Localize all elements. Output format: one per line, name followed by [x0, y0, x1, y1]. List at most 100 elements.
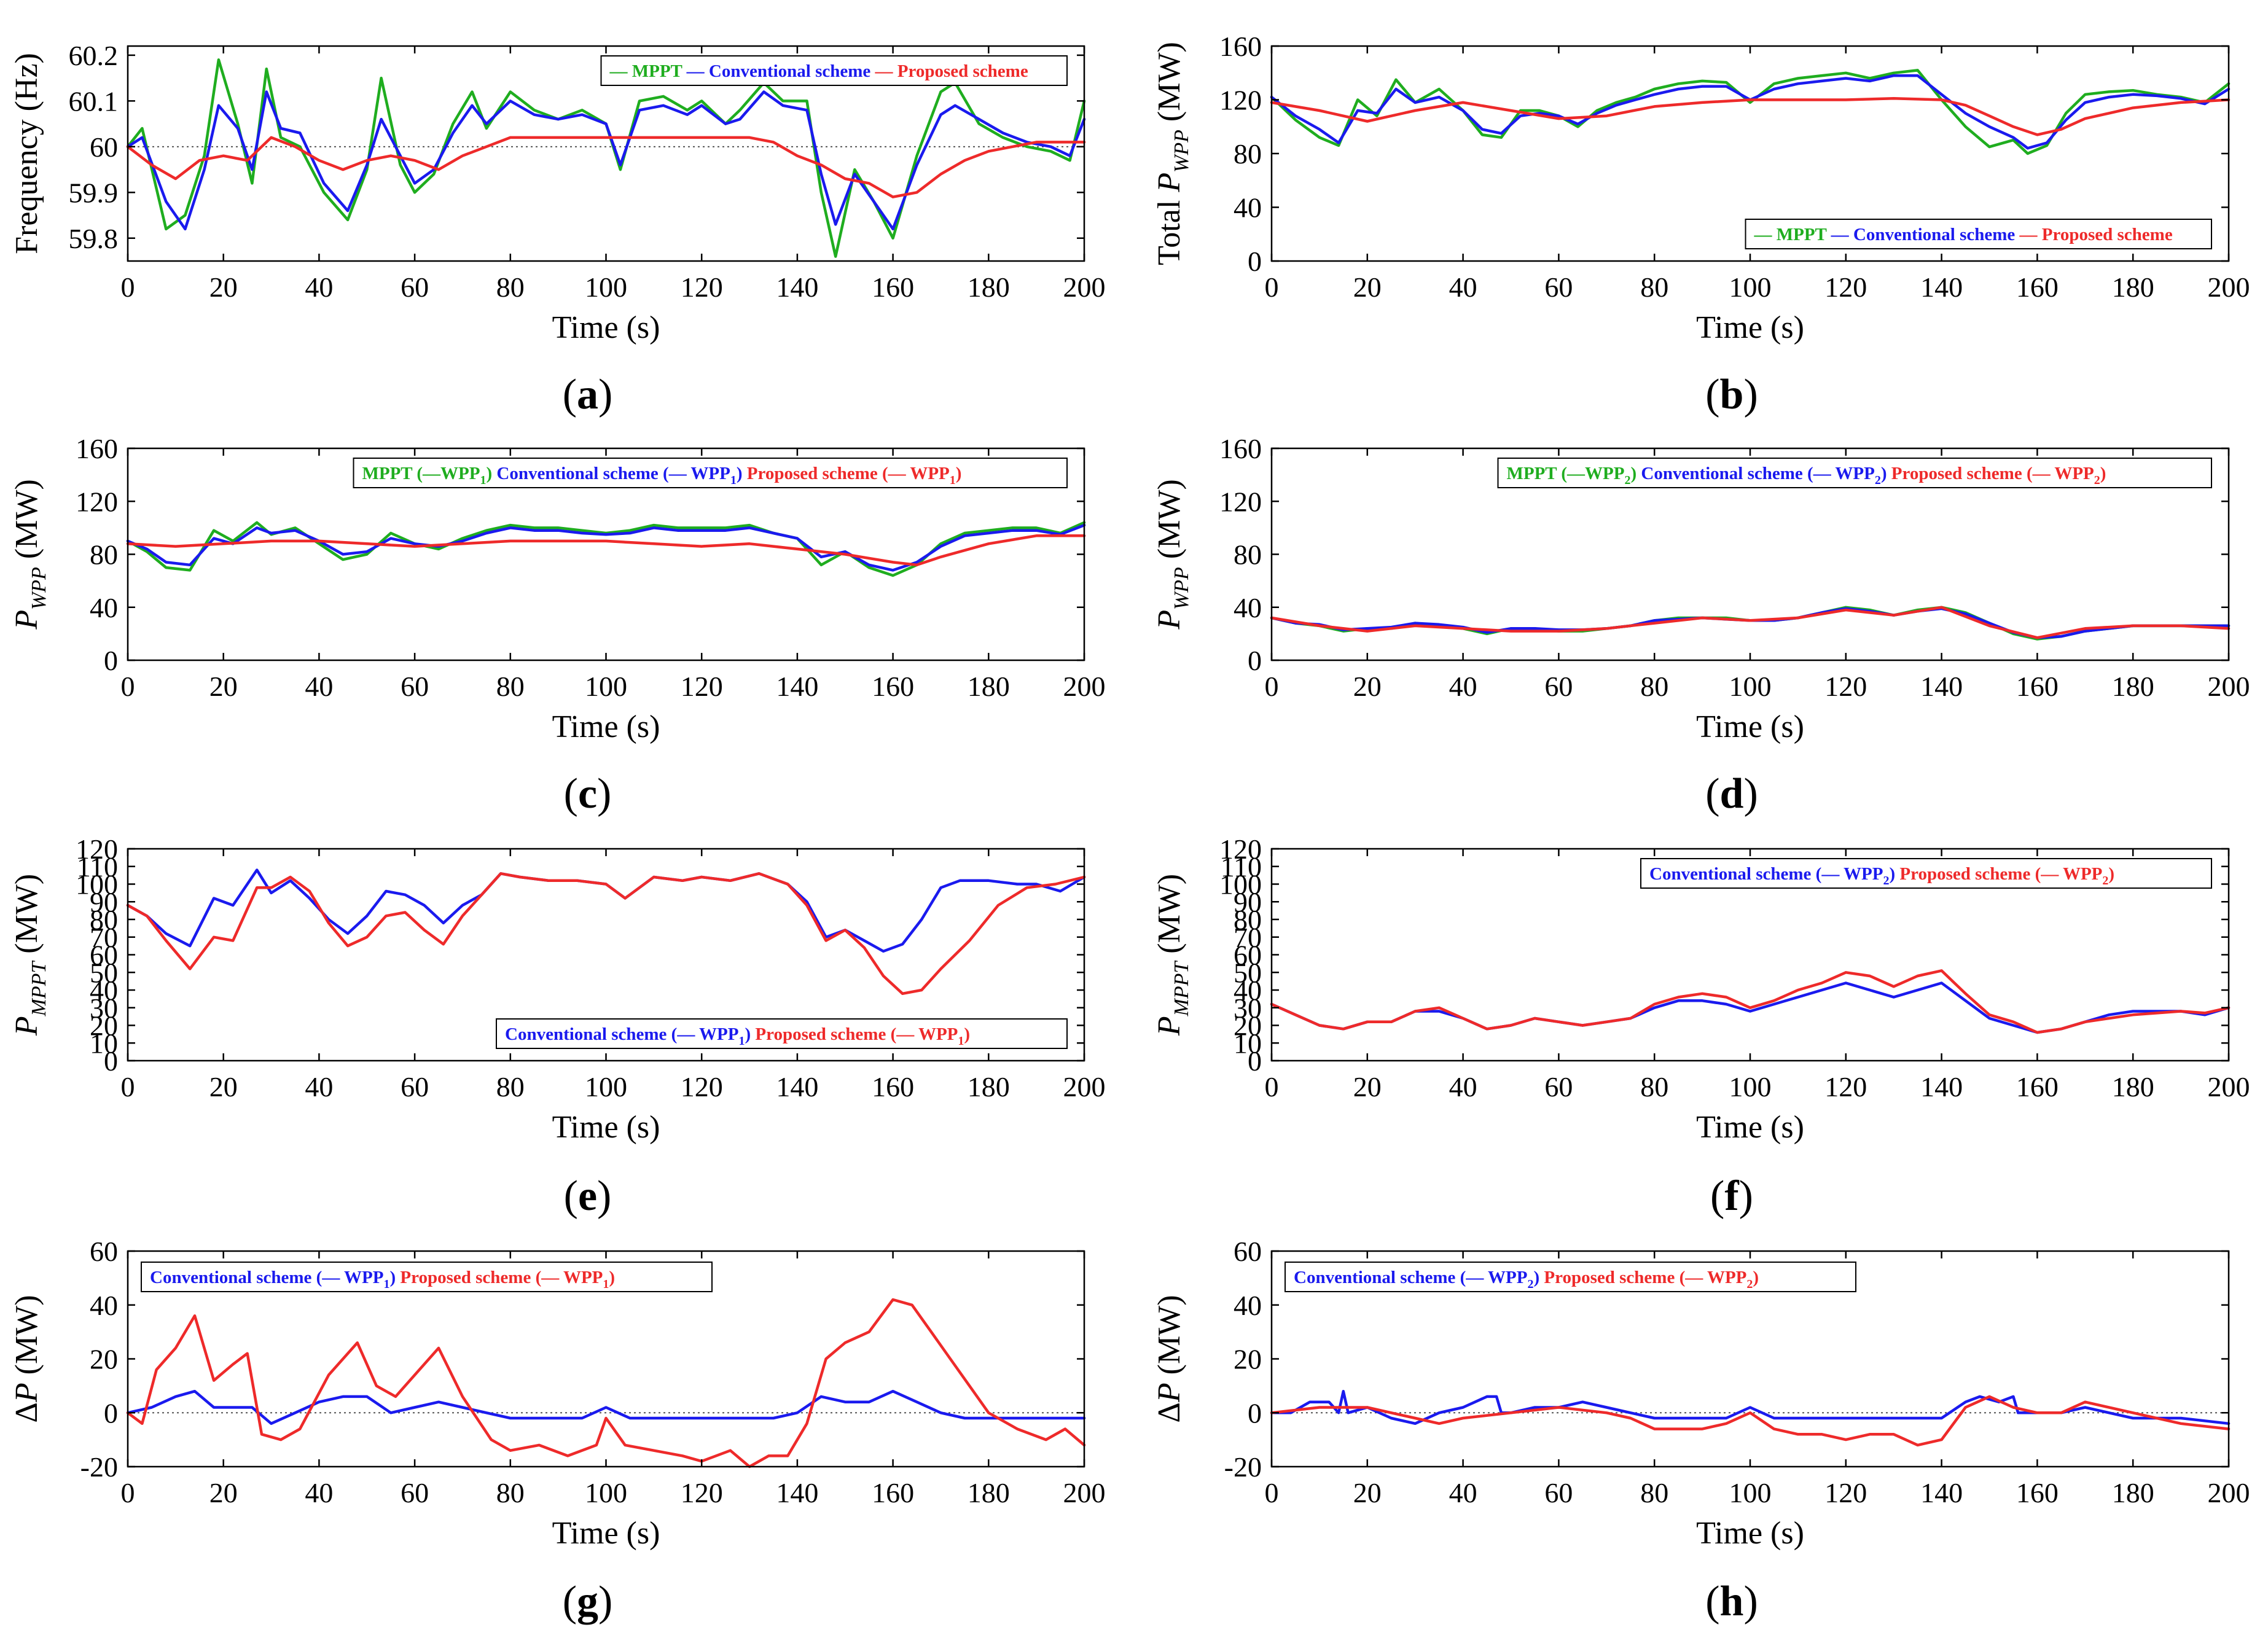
x-tick-label: 0 — [1265, 671, 1279, 702]
chart-panel-d: 0 20 40 60 80 100 120 140 160 180 200 0 40 80 120 160 Ti… — [1152, 433, 2250, 817]
panel-label: (g) — [563, 1578, 613, 1625]
x-tick-label: 120 — [681, 1477, 723, 1508]
y-tick-label: 70 — [1234, 922, 1262, 953]
panel-label-close: ) — [597, 1172, 611, 1220]
panel-label-close: ) — [1743, 1578, 1758, 1625]
y-tick-label: 160 — [1219, 433, 1262, 464]
x-tick-label: 180 — [2112, 1477, 2154, 1508]
legend-entry: Proposed scheme (— WPP — [1544, 1268, 1746, 1287]
legend-entry-subscript: 2 — [1875, 474, 1881, 487]
legend-entry: Proposed scheme (— WPP — [755, 1024, 958, 1044]
x-tick-label: 0 — [1265, 271, 1279, 303]
y-tick-label: 60 — [1234, 940, 1262, 971]
x-tick-label: 100 — [585, 1071, 627, 1102]
legend: Conventional scheme (— WPP2) Proposed sc… — [1640, 858, 2212, 889]
x-tick-label: 40 — [1449, 1071, 1477, 1102]
y-tick-label: 20 — [90, 1010, 118, 1042]
y-label-italic: P — [1152, 1016, 1187, 1036]
y-tick-label: 0 — [104, 1397, 118, 1429]
y-tick-label: 60.2 — [69, 40, 119, 71]
panel-label: (a) — [563, 371, 613, 418]
x-tick-label: 20 — [209, 1071, 238, 1102]
legend-text: MPPT (—WPP2) Conventional scheme (— WPP2… — [1507, 464, 2106, 487]
legend-entry: Proposed scheme (— WPP — [1891, 464, 2094, 483]
y-tick-label: 80 — [1234, 904, 1262, 935]
x-tick-label: 180 — [968, 671, 1010, 702]
legend-entry: Proposed scheme (— WPP — [400, 1268, 603, 1287]
y-axis-label: ΔP (MW) — [1152, 1295, 1187, 1422]
legend-entry: — Proposed scheme — [875, 61, 1028, 81]
x-tick-label: 20 — [1353, 271, 1382, 303]
legend-entry-close: ) — [1630, 464, 1641, 483]
legend-entry-close: ) — [964, 1024, 970, 1044]
y-tick-label: 120 — [1219, 486, 1262, 517]
x-tick-label: 140 — [776, 1477, 818, 1508]
x-tick-label: 0 — [121, 1071, 135, 1102]
x-tick-label: 120 — [1824, 1071, 1867, 1102]
legend-entry-close: ) — [1533, 1268, 1544, 1287]
y-tick-label: 30 — [90, 993, 118, 1024]
panel-label-open: ( — [563, 371, 577, 418]
x-axis-label: Time (s) — [1696, 1110, 1804, 1145]
x-tick-label: 180 — [968, 271, 1010, 303]
y-tick-label: 0 — [104, 645, 118, 676]
legend: Conventional scheme (— WPP1) Proposed sc… — [141, 1262, 713, 1292]
chart-panel-g: 0 20 40 60 80 100 120 140 160 180 200-200204060Tim… — [9, 1236, 1106, 1625]
legend-text: Conventional scheme (— WPP2) Proposed sc… — [1294, 1268, 1759, 1291]
chart-panel-h: 0 20 40 60 80 100 120 140 160 180 200-200204060Tim… — [1152, 1236, 2250, 1625]
panel-label-open: ( — [1705, 770, 1719, 817]
x-tick-label: 120 — [1824, 671, 1867, 702]
y-label-italic: P — [1152, 610, 1187, 630]
x-tick-label: 100 — [1729, 671, 1772, 702]
y-tick-label: 60 — [90, 131, 118, 163]
x-tick-label: 160 — [872, 671, 914, 702]
x-tick-label: 40 — [305, 671, 333, 702]
series-line-conventional-scheme — [126, 90, 1086, 231]
y-tick-label: 0 — [1248, 645, 1262, 676]
legend-entry-close: ) — [1889, 864, 1899, 884]
x-axis-label: Time (s) — [1696, 709, 1804, 744]
y-label-italic: P — [9, 1383, 44, 1403]
legend-box — [141, 1262, 713, 1292]
panel-label-open: ( — [564, 1172, 578, 1220]
y-tick-label: 90 — [90, 886, 118, 918]
series-line-conventional-scheme — [1270, 1389, 2231, 1426]
y-tick-label: 20 — [90, 1344, 118, 1375]
y-tick-label: 110 — [77, 851, 118, 883]
y-label-text: Frequency (Hz) — [9, 53, 44, 254]
x-tick-label: 40 — [305, 1477, 333, 1508]
y-tick-label: 20 — [1234, 1010, 1262, 1042]
legend-entry-close: ) — [486, 464, 496, 483]
x-tick-label: 0 — [121, 271, 135, 303]
legend-entry-subscript: 2 — [2094, 474, 2100, 487]
y-tick-label: 50 — [90, 957, 118, 988]
x-tick-label: 80 — [1640, 1477, 1668, 1508]
y-tick-label: -20 — [80, 1451, 118, 1483]
panel-label: (b) — [1705, 371, 1758, 418]
x-tick-label: 140 — [776, 271, 818, 303]
panel-label: (h) — [1705, 1578, 1758, 1625]
y-label-suffix: (MW) — [1152, 874, 1187, 962]
legend: MPPT (—WPP1) Conventional scheme (— WPP1… — [353, 458, 1068, 488]
legend: — MPPT — Conventional scheme — Proposed … — [1745, 219, 2212, 249]
x-tick-label: 160 — [2016, 1071, 2059, 1102]
panel-label-letter: d — [1720, 770, 1744, 817]
legend-box — [1497, 458, 2212, 488]
legend-text: Conventional scheme (— WPP1) Proposed sc… — [150, 1268, 615, 1291]
x-tick-label: 80 — [496, 271, 525, 303]
x-tick-label: 0 — [1265, 1477, 1279, 1508]
panel-label: (d) — [1705, 770, 1758, 817]
y-tick-label: 40 — [90, 975, 118, 1006]
y-tick-label: 80 — [90, 904, 118, 935]
y-label-suffix: (MW) — [9, 874, 44, 962]
legend-entry: — Conventional scheme — [686, 61, 875, 81]
x-tick-label: 60 — [1544, 671, 1573, 702]
y-tick-label: 59.8 — [69, 223, 119, 254]
y-label-suffix: (MW) — [1152, 42, 1187, 130]
panel-label-open: ( — [1705, 1578, 1719, 1625]
x-tick-label: 100 — [1729, 1477, 1772, 1508]
y-tick-label: 100 — [1219, 869, 1262, 900]
x-tick-label: 60 — [401, 671, 429, 702]
panel-label-letter: a — [577, 371, 598, 418]
y-tick-label: 60 — [90, 940, 118, 971]
